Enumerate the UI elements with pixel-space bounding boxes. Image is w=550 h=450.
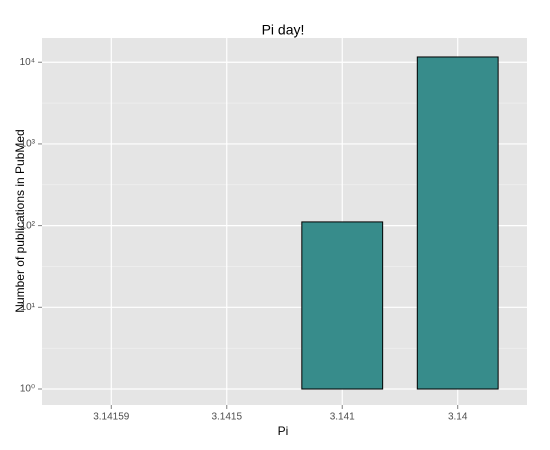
y-tick-label: 10² [21, 220, 36, 231]
bar [301, 221, 384, 390]
chart-title: Pi day! [262, 22, 305, 38]
y-tick-label: 10⁴ [20, 57, 35, 68]
y-tick-label: 10¹ [21, 302, 36, 313]
x-tick-label: 3.14 [448, 412, 468, 423]
bar [416, 56, 499, 390]
x-tick-label: 3.1415 [211, 412, 242, 423]
x-tick-label: 3.14159 [93, 412, 130, 423]
x-axis-label: Pi [278, 424, 289, 438]
y-tick-label: 10³ [21, 139, 36, 150]
x-tick-label: 3.141 [330, 412, 355, 423]
y-axis-label: Number of publications in PubMed [13, 129, 27, 312]
y-tick-label: 10⁰ [20, 384, 35, 395]
